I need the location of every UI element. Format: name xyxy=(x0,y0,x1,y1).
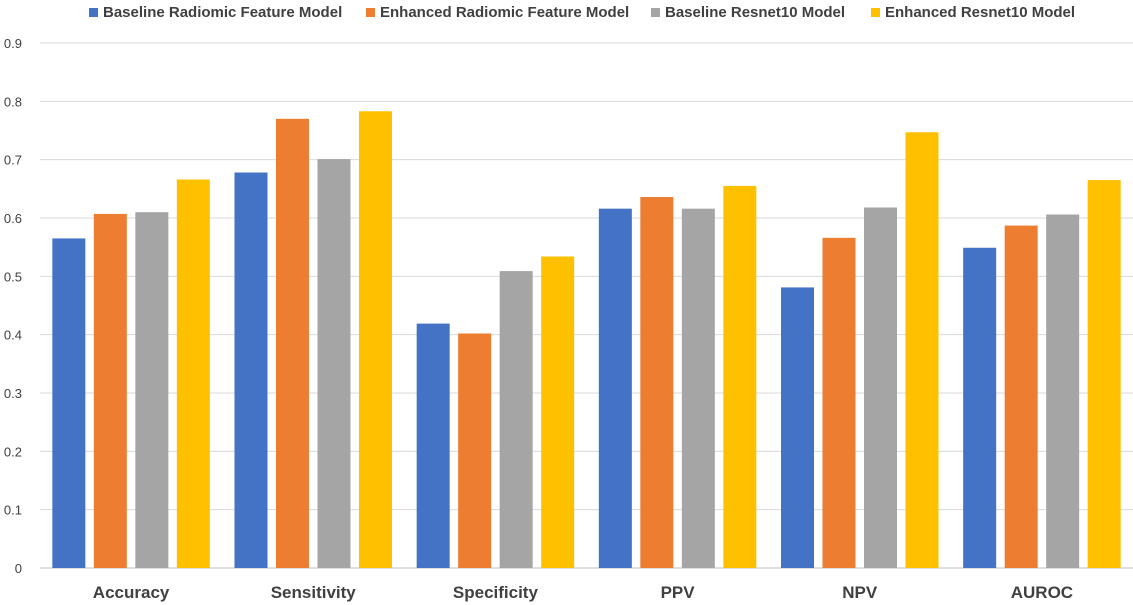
bar xyxy=(963,247,997,568)
bar xyxy=(1046,214,1080,568)
y-tick-label: 0.6 xyxy=(4,211,22,226)
bar xyxy=(458,333,492,568)
bar xyxy=(52,238,86,568)
bar xyxy=(416,323,450,568)
bar xyxy=(541,256,575,568)
x-axis-labels: Accuracy Sensitivity Specificity PPV NPV AURO… xyxy=(93,583,1073,602)
legend-item-enhanced-radiomic: Enhanced Radiomic Feature Model xyxy=(366,4,629,21)
legend-label: Baseline Radiomic Feature Model xyxy=(103,4,343,21)
gridlines xyxy=(40,42,1133,569)
bar xyxy=(276,118,309,568)
legend-item-baseline-resnet10: Baseline Resnet10 Model xyxy=(651,4,845,21)
bar xyxy=(681,208,715,568)
legend-label: Enhanced Resnet10 Model xyxy=(885,4,1076,21)
y-tick-label: 0.8 xyxy=(4,94,22,109)
bar xyxy=(905,132,939,568)
y-tick-label: 0.1 xyxy=(4,503,22,518)
bar xyxy=(93,213,127,568)
bar xyxy=(317,159,351,569)
y-tick-label: 0.5 xyxy=(4,269,22,284)
legend: Baseline Radiomic Feature Model Enhanced… xyxy=(0,0,1133,26)
legend-label: Enhanced Radiomic Feature Model xyxy=(380,4,630,21)
bar xyxy=(234,172,268,568)
x-category-label: NPV xyxy=(842,583,878,602)
bar xyxy=(1087,180,1121,569)
bar xyxy=(135,212,169,568)
legend-item-enhanced-resnet10: Enhanced Resnet10 Model xyxy=(871,4,1075,21)
legend-swatch xyxy=(871,8,880,17)
x-category-label: Specificity xyxy=(453,583,539,602)
x-category-label: Accuracy xyxy=(93,583,170,602)
legend-label: Baseline Resnet10 Model xyxy=(665,4,846,21)
bar xyxy=(723,185,757,568)
legend-item-baseline-radiomic: Baseline Radiomic Feature Model xyxy=(89,4,342,21)
y-tick-label: 0.2 xyxy=(4,444,22,459)
y-axis-ticks: 0 0.1 0.2 0.3 0.4 0.5 0.6 0.7 0.8 0.9 xyxy=(4,36,22,576)
bar xyxy=(640,197,674,568)
bar xyxy=(781,287,814,568)
bar xyxy=(822,237,856,569)
legend-swatch xyxy=(89,8,98,17)
bar xyxy=(499,271,533,568)
bar xyxy=(1004,225,1038,569)
bars xyxy=(52,111,1121,569)
y-tick-label: 0.4 xyxy=(4,328,22,343)
y-tick-label: 0.7 xyxy=(4,153,22,168)
bar xyxy=(598,208,632,568)
x-category-label: PPV xyxy=(661,583,696,602)
bar xyxy=(864,207,897,568)
x-category-label: Sensitivity xyxy=(271,583,357,602)
legend-swatch xyxy=(651,8,660,17)
y-tick-label: 0.3 xyxy=(4,386,22,401)
bar xyxy=(176,179,210,568)
y-tick-label: 0 xyxy=(15,561,22,576)
bar xyxy=(359,111,392,568)
legend-swatch xyxy=(366,8,375,17)
x-category-label: AUROC xyxy=(1011,583,1073,602)
y-tick-label: 0.9 xyxy=(4,36,22,51)
